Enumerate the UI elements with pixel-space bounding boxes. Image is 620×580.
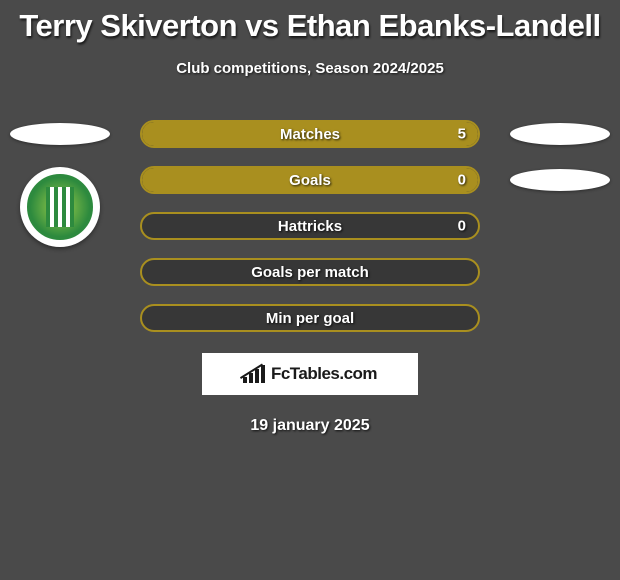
stat-row-mpg: Min per goal	[0, 295, 620, 341]
stat-value-right: 0	[458, 218, 466, 235]
stat-label: Hattricks	[278, 218, 342, 235]
player-badge-left	[10, 123, 110, 145]
content-wrapper: Terry Skiverton vs Ethan Ebanks-Landell …	[0, 0, 620, 435]
player-badge-right	[510, 169, 610, 191]
stat-label: Goals per match	[251, 264, 369, 281]
stat-label: Min per goal	[266, 310, 354, 327]
date-text: 19 january 2025	[0, 417, 620, 435]
page-title: Terry Skiverton vs Ethan Ebanks-Landell	[0, 8, 620, 44]
stat-pill-gpm: Goals per match	[140, 258, 480, 286]
stat-pill-mpg: Min per goal	[140, 304, 480, 332]
stat-row-matches: Matches 5	[0, 111, 620, 157]
stat-value-right: 0	[458, 172, 466, 189]
stats-area: Matches 5 Goals 0 Hattricks 0	[0, 111, 620, 341]
stat-pill-hattricks: Hattricks 0	[140, 212, 480, 240]
brand-chart-icon	[243, 365, 265, 383]
stat-row-gpm: Goals per match	[0, 249, 620, 295]
stat-label: Matches	[280, 126, 340, 143]
stat-value-right: 5	[458, 126, 466, 143]
stat-label: Goals	[289, 172, 331, 189]
stat-row-hattricks: Hattricks 0	[0, 203, 620, 249]
subtitle-text: Club competitions, Season 2024/2025	[0, 60, 620, 77]
player-badge-right	[510, 123, 610, 145]
stat-pill-goals: Goals 0	[140, 166, 480, 194]
stat-pill-matches: Matches 5	[140, 120, 480, 148]
brand-box: FcTables.com	[202, 353, 418, 395]
brand-text: FcTables.com	[271, 364, 377, 384]
